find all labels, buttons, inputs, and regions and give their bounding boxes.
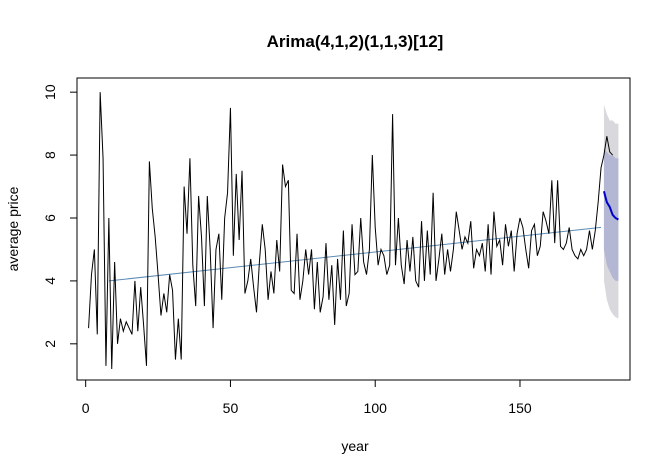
band-80 xyxy=(603,148,619,281)
y-tick-label: 2 xyxy=(42,340,58,348)
y-tick-label: 8 xyxy=(42,151,58,159)
x-axis-label: year xyxy=(341,438,369,454)
forecast-series xyxy=(602,190,619,221)
x-tick-label: 150 xyxy=(508,400,532,416)
forecast-line xyxy=(602,190,619,221)
x-tick-label: 50 xyxy=(223,400,239,416)
observed-series xyxy=(88,92,613,370)
x-tick-label: 0 xyxy=(82,400,90,416)
y-axis: 2 4 6 8 10 xyxy=(42,84,78,348)
x-tick-label: 100 xyxy=(364,400,388,416)
plot-frame xyxy=(76,77,631,381)
y-tick-label: 4 xyxy=(42,277,58,285)
y-axis-label: average price xyxy=(5,186,21,271)
fitted-trend-series xyxy=(108,226,602,282)
trend-line xyxy=(108,226,602,282)
observed-line xyxy=(88,92,613,370)
y-tick-label: 6 xyxy=(42,214,58,222)
chart-title: Arima(4,1,2)(1,1,3)[12] xyxy=(267,32,444,51)
y-tick-label: 10 xyxy=(42,84,58,100)
x-axis: 0 50 100 150 xyxy=(82,379,532,416)
